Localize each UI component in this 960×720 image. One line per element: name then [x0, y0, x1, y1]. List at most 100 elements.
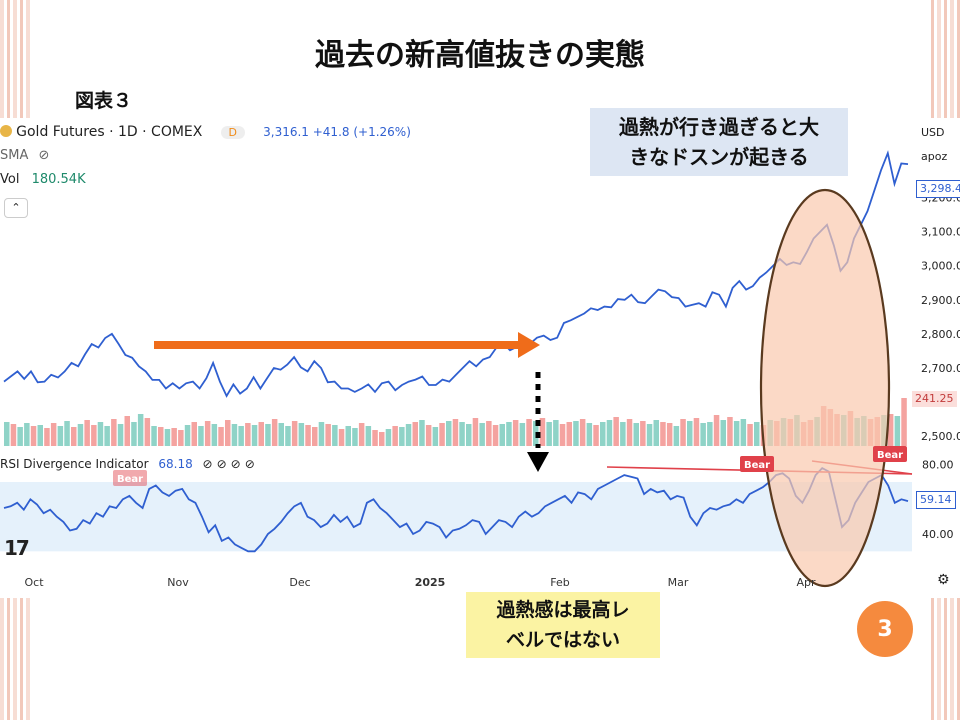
volume-bar	[245, 423, 251, 446]
volume-bar	[44, 428, 50, 446]
callout-overheat-line2: きなドスンが起きる	[629, 145, 809, 169]
volume-bar	[211, 424, 218, 446]
rsi-label: RSI Divergence Indicator	[0, 457, 149, 471]
volume-row: Vol 180.54K	[0, 172, 86, 187]
volume-bar	[579, 419, 586, 446]
volume-bar	[620, 422, 626, 446]
eye-off-icon[interactable]: ⊘	[38, 148, 50, 163]
volume-bar	[600, 422, 606, 446]
slide-title: 過去の新高値抜きの実態	[315, 38, 645, 73]
volume-bar	[606, 420, 613, 446]
volume-bar	[673, 426, 680, 446]
time-tick: Mar	[668, 576, 689, 589]
volume-bar	[24, 423, 30, 446]
price-tick: 2,900.0	[921, 294, 960, 307]
currency-label: USD	[921, 126, 945, 139]
highlight-ellipse	[759, 188, 891, 588]
volume-bar	[158, 427, 164, 446]
price-tick: 3,100.0	[921, 226, 960, 239]
volume-bar	[754, 422, 760, 446]
volume-bar	[91, 425, 97, 446]
volume-bar	[225, 420, 231, 446]
volume-bar	[64, 421, 70, 446]
volume-bar	[747, 424, 753, 446]
volume-bar	[593, 425, 599, 446]
volume-bar	[573, 421, 579, 446]
volume-bar	[17, 427, 23, 446]
price-tick: 3,000.0	[921, 260, 960, 273]
vol-label: Vol	[0, 172, 20, 187]
rsi-header: RSI Divergence Indicator 68.18 ⊘⊘⊘⊘	[0, 457, 259, 471]
callout-overheat-line1: 過熱が行き過ぎると大	[619, 115, 819, 139]
vol-value: 180.54K	[31, 172, 86, 187]
callout-not-peak: 過熱感は最高レ ベルではない	[466, 592, 660, 658]
volume-bar	[707, 422, 713, 446]
rsi-tick: 40.00	[922, 528, 954, 541]
volume-bar	[111, 419, 117, 446]
volume-bar	[238, 426, 244, 446]
bear-label: Bear	[877, 450, 903, 461]
volume-bar	[218, 427, 224, 446]
volume-bar	[30, 426, 37, 446]
volume-bar	[452, 419, 459, 446]
volume-bar	[553, 420, 559, 446]
visibility-icons[interactable]: ⊘⊘⊘⊘	[202, 457, 259, 471]
volume-bar	[446, 421, 452, 446]
volume-bar	[660, 422, 666, 446]
volume-bar	[265, 424, 271, 446]
bear-label: Bear	[744, 460, 770, 471]
volume-bar	[298, 423, 305, 446]
price-tick: 2,800.0	[921, 328, 960, 341]
timeframe-badge[interactable]: D	[220, 126, 245, 139]
volume-bar	[559, 424, 566, 446]
callout-overheat: 過熱が行き過ぎると大 きなドスンが起きる	[590, 108, 848, 176]
settings-gear-icon[interactable]: ⚙	[937, 572, 950, 588]
volume-bar	[713, 415, 720, 446]
bear-label-bg	[113, 470, 147, 486]
scale-mode[interactable]: apoz	[921, 150, 948, 163]
volume-bar	[291, 421, 298, 446]
callout-not-peak-line1: 過熱感は最高レ	[496, 599, 630, 621]
volume-bar	[305, 425, 311, 446]
volume-bar	[519, 423, 526, 446]
volume-bar	[740, 419, 747, 446]
chart-panel: 3,200.0 3,100.0 3,000.0 2,900.0 2,800.0 2,700…	[0, 118, 960, 598]
volume-bar	[633, 423, 639, 446]
volume-bar	[546, 422, 552, 446]
volume-bar	[586, 423, 593, 446]
collapse-button[interactable]: ⌃	[4, 198, 28, 218]
time-axis: Oct Nov Dec 2025 Feb Mar Apr	[24, 576, 816, 589]
volume-bar	[184, 425, 191, 446]
volume-bar	[50, 423, 57, 446]
volume-bar	[345, 426, 351, 446]
volume-bar	[77, 424, 84, 446]
volume-bar	[4, 422, 10, 446]
volume-bar	[680, 419, 686, 446]
volume-bar	[352, 428, 358, 446]
bear-label-bg	[873, 446, 907, 462]
volume-bar	[124, 416, 130, 446]
volume-bar	[71, 427, 77, 446]
price-chart: 3,200.03,100.03,000.02,900.02,800.02,700…	[0, 150, 960, 589]
volume-bar	[325, 424, 331, 446]
volume-bar	[358, 423, 365, 446]
volume-bar	[251, 425, 258, 446]
volume-bar	[258, 422, 264, 446]
volume-bar	[666, 423, 673, 446]
volume-bar	[204, 421, 211, 446]
orange-arrow-head	[518, 332, 540, 358]
rsi-axis: 80.00 40.00	[922, 459, 954, 541]
volume-bar	[613, 417, 619, 446]
volume-bar	[191, 422, 197, 446]
volume-bar	[84, 420, 90, 446]
dotted-down-arrow-head	[527, 452, 549, 472]
volume-bar	[466, 424, 472, 446]
page-number-badge: 3	[857, 601, 913, 657]
time-tick: 2025	[415, 576, 446, 589]
price-tick: 2,700.0	[921, 362, 960, 375]
volume-bar	[425, 425, 432, 446]
volume-bar	[720, 420, 726, 446]
volume-bar	[231, 424, 238, 446]
volume-tag: 241.25	[912, 391, 957, 407]
time-tick: Oct	[24, 576, 44, 589]
